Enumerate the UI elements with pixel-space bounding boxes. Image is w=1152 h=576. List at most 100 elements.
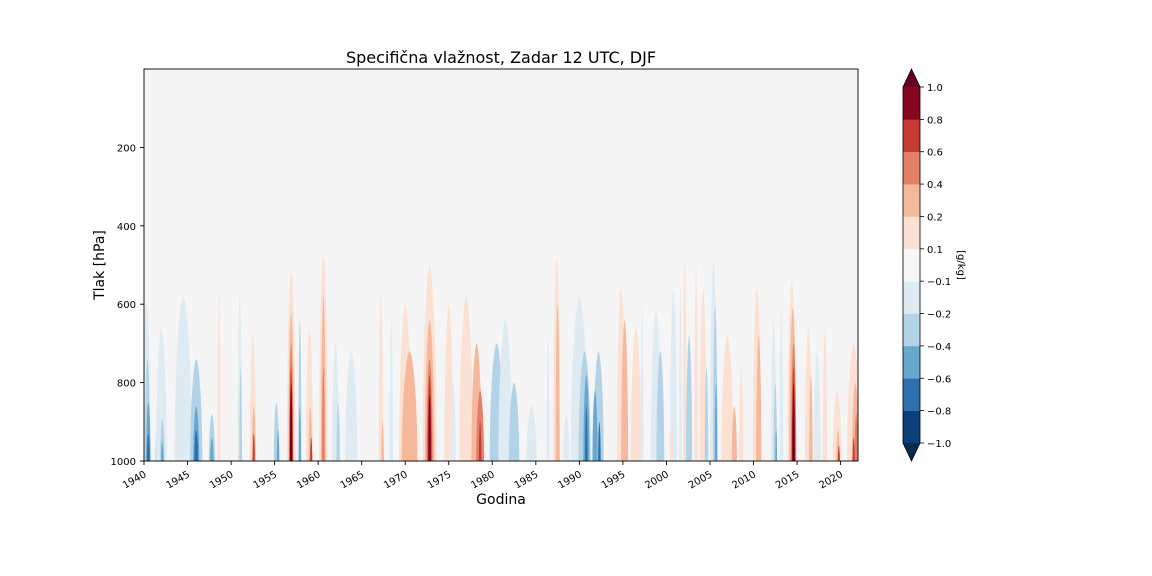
x-tick-label: 2020 xyxy=(818,469,846,491)
contour-feature-68 xyxy=(592,390,598,461)
x-tick-label: 2010 xyxy=(730,469,758,491)
contour-feature-51 xyxy=(459,296,474,461)
colorbar-segment xyxy=(903,345,920,379)
chart-title: Specifična vlažnost, Zadar 12 UTC, DJF xyxy=(346,48,656,67)
colorbar-segment xyxy=(903,248,920,282)
contour-feature-59 xyxy=(546,335,550,461)
colorbar-tick-label: −0.1 xyxy=(927,277,951,288)
contour-feature-12 xyxy=(208,413,215,461)
colorbar-tick-label: −0.6 xyxy=(927,374,951,385)
contour-feature-32 xyxy=(310,437,313,461)
x-tick-label: 1995 xyxy=(600,469,628,491)
colorbar-tick-label: 0.1 xyxy=(927,245,943,256)
contour-feature-66 xyxy=(585,406,588,461)
contour-feature-14 xyxy=(217,296,221,461)
contour-fills xyxy=(144,257,858,461)
colorbar-label: [g/kg] xyxy=(955,250,966,280)
x-tick-label: 1980 xyxy=(469,469,497,491)
contour-feature-108 xyxy=(837,445,840,461)
contour-feature-57 xyxy=(508,382,520,461)
contour-feature-35 xyxy=(322,366,325,461)
y-axis-label: Tlak [hPa] xyxy=(92,230,108,301)
colorbar-tick-label: −0.4 xyxy=(927,342,951,353)
contour-feature-41 xyxy=(389,319,394,461)
contour-feature-27 xyxy=(290,390,293,461)
colorbar-segment xyxy=(903,119,920,153)
contour-feature-16 xyxy=(239,366,242,461)
contour-feature-82 xyxy=(699,288,707,461)
y-axis: 200 400 600 800 1000 xyxy=(111,143,144,468)
x-tick-label: 1975 xyxy=(426,469,454,491)
colorbar-segment xyxy=(903,216,920,250)
x-tick-label: 1970 xyxy=(382,469,410,491)
y-tick-label: 400 xyxy=(117,222,136,233)
contour-feature-75 xyxy=(656,351,665,461)
x-tick-label: 1955 xyxy=(252,469,280,491)
y-tick-label: 1000 xyxy=(111,457,136,468)
contour-feature-62 xyxy=(563,413,570,461)
colorbar-tick-label: 1.0 xyxy=(927,83,943,94)
colorbar-extend-min xyxy=(903,443,920,461)
contour-feature-21 xyxy=(276,429,280,461)
contour-feature-19 xyxy=(252,433,255,461)
contour-feature-71 xyxy=(621,319,629,461)
y-tick-label: 600 xyxy=(117,300,136,311)
contour-feature-29 xyxy=(298,406,301,461)
x-axis-label: Godina xyxy=(476,492,526,508)
colorbar-tick-label: 0.6 xyxy=(927,148,943,159)
colorbar-tick-label: 0.4 xyxy=(927,180,943,191)
colorbar-tick-label: −0.8 xyxy=(927,407,951,418)
contour-feature-38 xyxy=(345,351,358,461)
contour-feature-89 xyxy=(739,366,744,461)
contour-feature-40 xyxy=(381,421,384,461)
y-tick-label: 200 xyxy=(117,143,136,154)
contour-feature-11 xyxy=(194,429,199,461)
contour-feature-8 xyxy=(174,296,192,461)
contour-feature-73 xyxy=(640,304,644,461)
colorbar-extend-max xyxy=(903,69,920,87)
contour-feature-101 xyxy=(792,413,795,461)
x-tick-label: 2000 xyxy=(643,469,671,491)
contour-feature-69 xyxy=(598,421,601,461)
contour-feature-72 xyxy=(630,327,642,461)
x-tick-label: 1950 xyxy=(208,469,236,491)
contour-feature-91 xyxy=(756,335,762,461)
colorbar-tick-label: 0.8 xyxy=(927,115,943,126)
x-tick-label: 1945 xyxy=(164,469,192,491)
contour-feature-5 xyxy=(156,327,167,461)
contour-feature-58 xyxy=(526,406,537,461)
x-axis: 1940 1945 1950 1955 1960 1965 1970 1975 1980 1985… xyxy=(121,461,845,492)
contour-feature-6 xyxy=(160,417,165,461)
plot-frame xyxy=(143,68,859,462)
contour-feature-7 xyxy=(161,441,164,461)
x-tick-label: 1965 xyxy=(339,469,367,491)
contour-feature-78 xyxy=(679,288,682,461)
y-tick-label: 800 xyxy=(117,379,136,390)
contour-feature-77 xyxy=(670,413,673,461)
colorbar-segment xyxy=(903,151,920,185)
contour-feature-56 xyxy=(498,319,513,461)
x-tick-label: 1990 xyxy=(556,469,584,491)
colorbar-tick-label: −0.2 xyxy=(927,310,951,321)
contour-feature-80 xyxy=(686,335,693,461)
x-tick-label: 1960 xyxy=(295,469,323,491)
contour-feature-88 xyxy=(731,406,737,461)
contour-feature-3 xyxy=(146,433,150,461)
contour-feature-104 xyxy=(813,351,821,461)
contour-feature-105 xyxy=(822,327,828,461)
contour-feature-112 xyxy=(852,437,855,461)
contour-feature-50 xyxy=(450,382,456,461)
contour-feature-54 xyxy=(478,421,482,461)
colorbar-segment xyxy=(903,87,920,120)
contour-feature-111 xyxy=(854,413,858,461)
contour-feature-39 xyxy=(378,296,384,461)
colorbar: −1.0 −0.8 −0.6 −0.4 −0.2 −0.1 0.1 0.2 0.4 0.6 0.8 1… xyxy=(902,68,951,462)
colorbar-segment xyxy=(903,378,920,411)
contour-feature-87 xyxy=(721,335,734,461)
contour-feature-103 xyxy=(809,374,813,461)
contour-feature-94 xyxy=(775,429,778,461)
contour-feature-37 xyxy=(336,402,340,461)
contour-feature-61 xyxy=(555,304,560,461)
contour-feature-95 xyxy=(779,308,784,461)
